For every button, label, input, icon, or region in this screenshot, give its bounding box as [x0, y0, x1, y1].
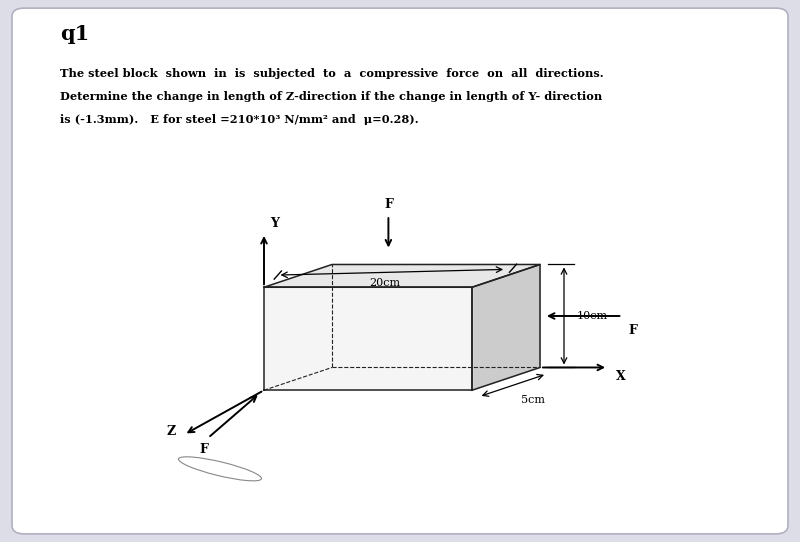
Text: 10cm: 10cm	[577, 311, 608, 321]
Text: The steel block  shown  in  is  subjected  to  a  compressive  force  on  all  d: The steel block shown in is subjected to…	[60, 68, 604, 79]
Polygon shape	[264, 264, 540, 287]
Text: Determine the change in length of Z-direction if the change in length of Y- dire: Determine the change in length of Z-dire…	[60, 91, 602, 102]
Text: F: F	[384, 198, 393, 211]
Text: 5cm: 5cm	[521, 395, 545, 405]
Text: F: F	[629, 324, 638, 337]
Text: Y: Y	[270, 217, 279, 230]
Text: q1: q1	[60, 24, 90, 44]
Text: F: F	[199, 443, 209, 456]
Text: X: X	[616, 370, 626, 383]
Text: 20cm: 20cm	[370, 278, 401, 288]
Text: Z: Z	[166, 425, 176, 438]
Polygon shape	[264, 287, 472, 390]
Text: is (-1.3mm).   E for steel =210*10³ N/mm² and  μ=0.28).: is (-1.3mm). E for steel =210*10³ N/mm² …	[60, 114, 418, 125]
Polygon shape	[472, 264, 540, 390]
